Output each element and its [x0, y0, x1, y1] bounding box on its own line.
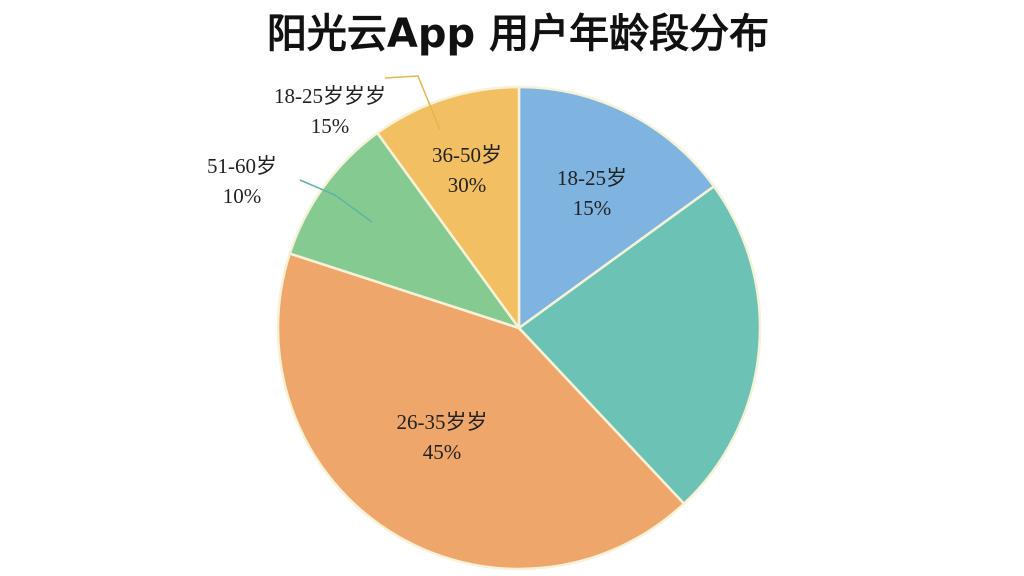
leader-line	[384, 75, 441, 131]
pie-slice	[517, 184, 762, 506]
slice-percent: 30%	[448, 173, 487, 197]
leader-line	[299, 179, 373, 223]
slice-label: 26-35岁岁	[397, 410, 488, 434]
chart-title: 阳光云App 用户年龄段分布	[267, 11, 769, 57]
pie-slice	[517, 85, 716, 331]
slice-label: 36-50岁	[432, 143, 502, 167]
pie-slice	[276, 251, 686, 571]
pie-slice	[375, 85, 521, 332]
slice-percent: 10%	[223, 184, 262, 208]
slice-label: 18-25岁	[557, 166, 627, 190]
slice-label: 51-60岁	[207, 154, 277, 178]
slice-percent: 45%	[423, 440, 462, 464]
callout-label: 15%	[311, 114, 350, 138]
slice-percent: 15%	[573, 196, 612, 220]
pie-slice	[288, 131, 523, 331]
callout-label: 18-25岁岁岁	[274, 84, 386, 108]
